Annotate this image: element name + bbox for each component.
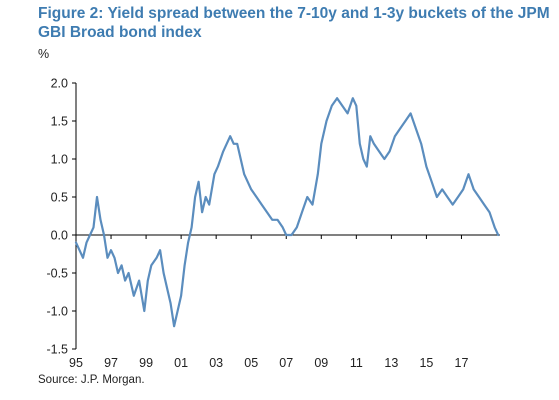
series-line — [74, 97, 500, 328]
y-tick-label: 0.0 — [51, 229, 68, 243]
x-tick-label: 99 — [139, 356, 153, 370]
y-tick-label: -1.5 — [46, 343, 68, 357]
chart-title-line-1: Figure 2: Yield spread between the 7-10y… — [38, 5, 550, 22]
x-tick-label: 03 — [209, 356, 223, 370]
x-tick-label: 05 — [244, 356, 258, 370]
y-tick-label: -1.0 — [46, 305, 68, 319]
chart-title: Figure 2: Yield spread between the 7-10y… — [38, 4, 550, 42]
x-tick-label: 15 — [419, 356, 433, 370]
x-tick-label: 07 — [279, 356, 293, 370]
x-tick-label: 95 — [69, 356, 83, 370]
y-tick-label: 2.0 — [51, 77, 68, 91]
y-tick-label: -0.5 — [46, 267, 68, 281]
x-tick-label: 09 — [314, 356, 328, 370]
x-tick-label: 97 — [104, 356, 118, 370]
x-tick-label: 01 — [174, 356, 188, 370]
y-tick-label: 1.5 — [51, 115, 68, 129]
x-tick-label: 17 — [455, 356, 469, 370]
y-tick-label: 1.0 — [51, 153, 68, 167]
x-tick-label: 11 — [350, 356, 363, 370]
x-tick-label: 13 — [384, 356, 398, 370]
chart-series — [74, 97, 500, 328]
y-axis-unit-label: % — [38, 47, 49, 61]
chart-axes: 2.0 1.5 1.0 0.5 0.0 -0.5 -1.0 -1.595 97 99 01 03 05 0… — [46, 77, 500, 370]
source-note: Source: J.P. Morgan. — [38, 374, 145, 386]
chart-title-line-2: GBI Broad bond index — [38, 24, 202, 41]
y-tick-label: 0.5 — [51, 191, 68, 205]
